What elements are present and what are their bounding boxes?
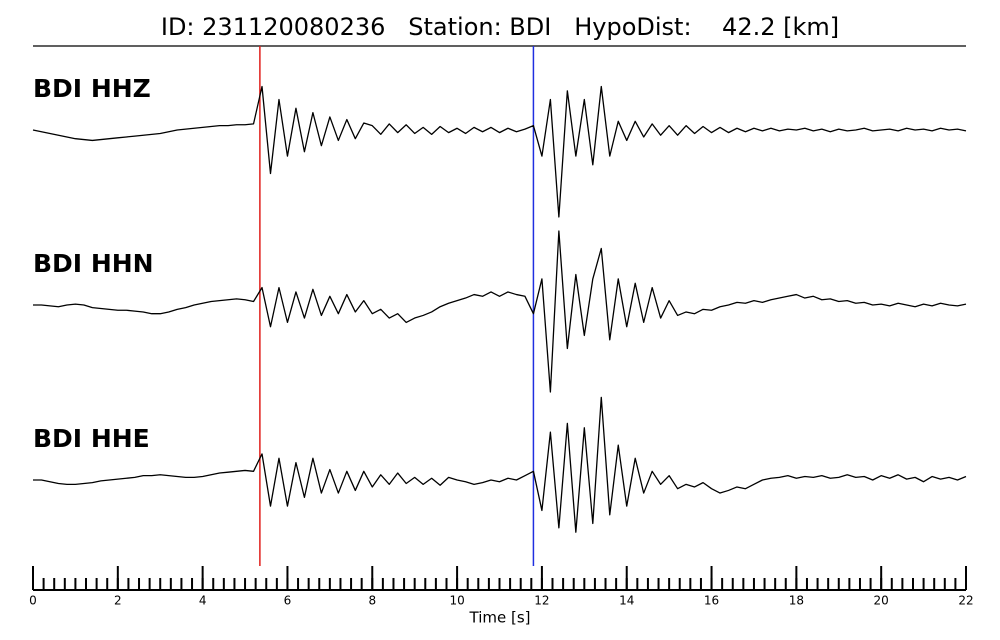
- x-axis-label: Time [s]: [469, 609, 531, 627]
- x-tick-label: 8: [368, 594, 376, 608]
- x-tick-label: 10: [449, 594, 464, 608]
- x-tick-label: 14: [619, 594, 634, 608]
- x-tick-label: 18: [789, 594, 804, 608]
- trace-label: BDI HHE: [33, 424, 150, 453]
- trace-label: BDI HHN: [33, 249, 154, 278]
- x-tick-label: 20: [874, 594, 889, 608]
- x-tick-label: 16: [704, 594, 719, 608]
- waveform: [33, 396, 967, 533]
- x-tick-label: 2: [114, 594, 122, 608]
- x-tick-label: 6: [284, 594, 292, 608]
- trace-label: BDI HHZ: [33, 74, 151, 103]
- waveform: [32, 85, 967, 218]
- x-tick-label: 0: [29, 594, 37, 608]
- x-tick-label: 12: [534, 594, 549, 608]
- x-tick-label: 22: [958, 594, 973, 608]
- chart-title: ID: 231120080236 Station: BDI HypoDist: …: [161, 13, 839, 41]
- waveform: [33, 230, 967, 393]
- x-tick-label: 4: [199, 594, 207, 608]
